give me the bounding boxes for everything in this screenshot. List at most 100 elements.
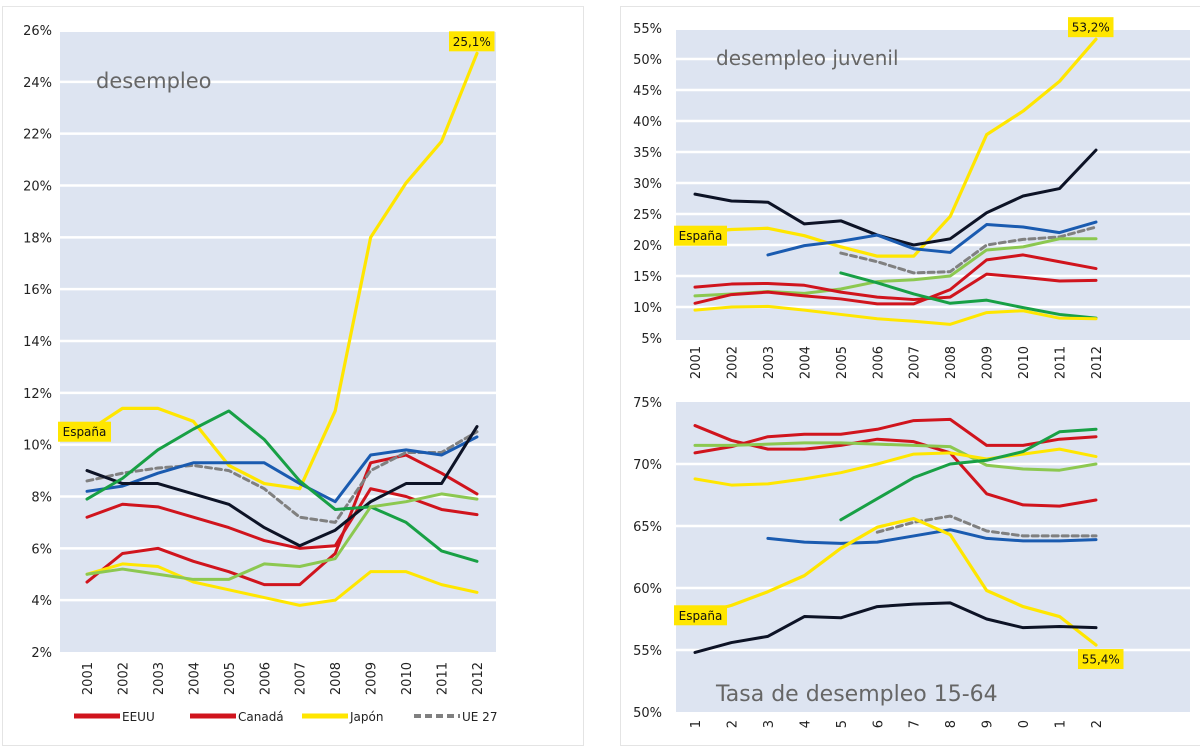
x-tick-label: 11 <box>1054 720 1069 728</box>
x-tick-label: 02 <box>725 720 740 728</box>
x-tick-label: 2008 <box>944 346 959 379</box>
plot-area <box>676 30 1190 340</box>
y-tick-label: 40% <box>633 115 662 130</box>
y-tick-label: 18% <box>23 231 52 246</box>
data-label: 25,1% <box>453 35 491 49</box>
x-tick-label: 08 <box>944 720 959 728</box>
series-line-ue-27 <box>85 430 479 524</box>
x-tick-label: 2001 <box>81 662 96 695</box>
series-line-canadá <box>85 487 479 550</box>
y-tick-label: 6% <box>31 542 52 557</box>
y-tick-label: 25% <box>633 208 662 223</box>
y-tick-label: 75% <box>633 396 662 411</box>
y-tick-label: 60% <box>633 582 662 597</box>
y-tick-label: 26% <box>23 24 52 39</box>
series-line-serie-azul <box>766 220 1098 257</box>
series-line-serie-negra <box>693 148 1098 247</box>
y-tick-label: 15% <box>633 270 662 285</box>
series-line-serie-verde <box>85 409 479 563</box>
series-line-serie-verde-claro <box>693 441 1098 472</box>
x-tick-label: 2003 <box>152 662 167 695</box>
x-tick-label: 07 <box>908 720 923 728</box>
x-tick-label: 2006 <box>871 346 886 379</box>
data-label-bg <box>1068 17 1114 38</box>
x-tick-label: 04 <box>798 720 813 728</box>
series-line-eeuu <box>693 253 1098 306</box>
y-tick-label: 12% <box>23 387 52 402</box>
y-tick-label: 20% <box>23 180 52 195</box>
charts-canvas: 2% 4% 6% 8% 10% 12% 14% 16% 18% 20% 22% 24% 26% desem… <box>23 17 1190 728</box>
y-tick-label: 45% <box>633 84 662 99</box>
y-tick-label: 10% <box>633 301 662 316</box>
series-line-españa <box>85 51 479 491</box>
y-tick-label: 55% <box>633 644 662 659</box>
y-tick-label: 50% <box>633 53 662 68</box>
x-tick-label: 01 <box>689 720 704 728</box>
legend-label: Canadá <box>238 710 284 724</box>
data-label: España <box>63 425 107 439</box>
series-line-serie-negra <box>693 601 1098 654</box>
x-tick-label: 09 <box>981 720 996 728</box>
series-line-ue-27 <box>875 514 1098 538</box>
data-label: 55,4% <box>1082 653 1120 667</box>
series-line-japón <box>85 562 479 607</box>
y-tick-label: 20% <box>633 239 662 254</box>
y-tick-label: 55% <box>633 22 662 37</box>
data-label-bg <box>674 225 727 246</box>
x-tick-label: 06 <box>871 720 886 728</box>
x-tick-label: 2004 <box>187 662 202 695</box>
x-tick-label: 2011 <box>436 662 451 695</box>
y-tick-label: 70% <box>633 458 662 473</box>
y-tick-label: 35% <box>633 146 662 161</box>
x-tick-label: 2010 <box>1017 346 1032 379</box>
y-tick-label: 2% <box>31 646 52 661</box>
data-label-bg <box>58 421 111 442</box>
y-tick-label: 30% <box>633 177 662 192</box>
series-line-españa <box>693 516 1098 647</box>
series-line-serie-azul <box>85 435 479 504</box>
series-line-japón <box>693 447 1098 487</box>
y-tick-label: 14% <box>23 335 52 350</box>
series-line-japón <box>693 304 1098 326</box>
series-line-canadá <box>693 272 1098 302</box>
y-tick-label: 24% <box>23 76 52 91</box>
y-tick-label: 22% <box>23 128 52 143</box>
x-tick-label: 2006 <box>258 662 273 695</box>
x-tick-label: 2009 <box>981 346 996 379</box>
legend: EEUU Canadá Japón UE 27 <box>74 710 497 724</box>
series-line-serie-verde-claro <box>85 492 479 581</box>
series-line-serie-azul <box>766 528 1098 545</box>
data-label-bg <box>1078 649 1124 670</box>
series-line-serie-negra <box>85 425 479 548</box>
legend-label: EEUU <box>122 710 155 724</box>
chart-title: desempleo juvenil <box>716 46 899 70</box>
series-line-serie-verde <box>839 427 1098 522</box>
x-tick-label: 2007 <box>294 662 309 695</box>
y-tick-label: 5% <box>641 332 662 347</box>
x-tick-label: 2002 <box>725 346 740 379</box>
y-tick-label: 50% <box>633 706 662 721</box>
x-tick-label: 03 <box>762 720 777 728</box>
series-line-canadá <box>693 417 1098 455</box>
data-label: España <box>679 229 723 243</box>
chart-title: Tasa de desempleo 15-64 <box>715 682 998 707</box>
data-label-bg <box>674 605 727 626</box>
legend-label: UE 27 <box>462 710 497 724</box>
x-tick-label: 05 <box>835 720 850 728</box>
chart-tasa-desempleo: 50% 55% 60% 65% 70% 75% Tasa de desempleo 15-6… <box>633 396 1190 728</box>
x-tick-label: 2001 <box>689 346 704 379</box>
y-tick-label: 65% <box>633 520 662 535</box>
x-tick-label: 2003 <box>762 346 777 379</box>
y-tick-label: 16% <box>23 283 52 298</box>
series-line-eeuu <box>693 424 1098 508</box>
x-tick-label: 12 <box>1090 720 1105 728</box>
x-tick-label: 2010 <box>400 662 415 695</box>
chart-desempleo-juvenil: 5% 10% 15% 20% 25% 30% 35% 40% 45% 50% 55% desemple… <box>633 17 1190 379</box>
x-tick-label: 2005 <box>835 346 850 379</box>
y-tick-label: 8% <box>31 491 52 506</box>
x-tick-label: 2008 <box>329 662 344 695</box>
x-tick-label: 2012 <box>1090 346 1105 379</box>
x-tick-label: 2012 <box>471 662 486 695</box>
series-line-españa <box>693 37 1098 258</box>
x-tick-label: 2004 <box>798 346 813 379</box>
